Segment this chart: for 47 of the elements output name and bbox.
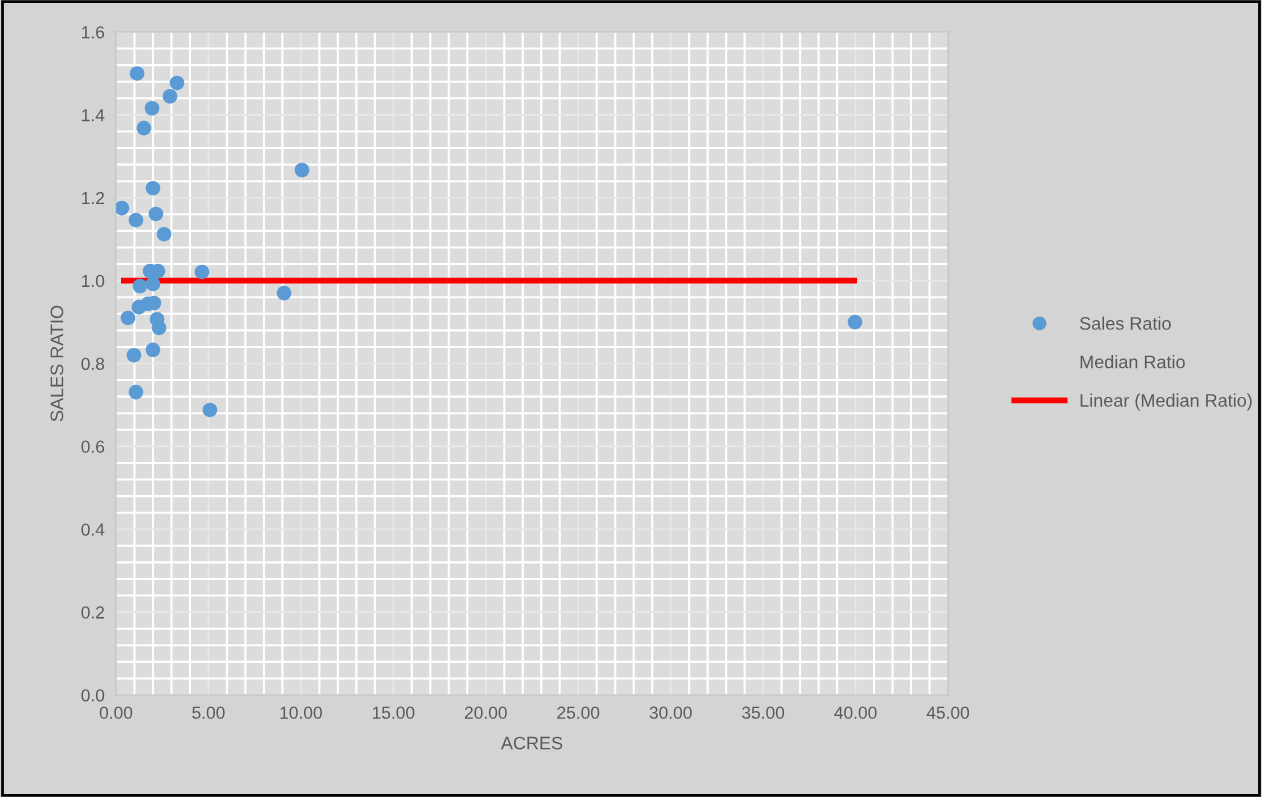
y-tick-label: 0.6 [81, 440, 105, 453]
point [128, 384, 144, 400]
x-tick-label: 20.00 [464, 706, 507, 719]
text: Median Ratio [1080, 355, 1185, 369]
x-tick-label: 5.00 [192, 706, 225, 719]
x-tick-label: 15.00 [372, 706, 415, 719]
point [116, 200, 130, 216]
point [156, 226, 172, 242]
x-tick-label: 40.00 [834, 706, 877, 719]
point [129, 66, 145, 81]
point [145, 342, 161, 358]
y-tick-label: 0.0 [81, 689, 105, 702]
point [128, 212, 144, 228]
x-axis-title: ACRES [500, 736, 563, 750]
point [276, 285, 292, 301]
point [145, 276, 161, 292]
y-tick-label: 0.8 [81, 357, 105, 370]
point [145, 180, 161, 196]
x-tick-label: 45.00 [926, 706, 970, 719]
x-tick-label: 25.00 [557, 706, 600, 719]
x-tick-label: 35.00 [742, 706, 785, 719]
y-tick-label: 1.0 [82, 274, 105, 288]
point [151, 320, 167, 336]
x-tick-label: 10.00 [280, 706, 322, 719]
point [162, 88, 178, 104]
y-axis-title: SALES RATIO [50, 305, 64, 422]
point [194, 264, 210, 280]
point [132, 278, 148, 294]
point [126, 347, 142, 363]
point [144, 100, 160, 116]
point [136, 120, 152, 136]
point [131, 299, 147, 315]
point [202, 402, 218, 418]
x-tick-label: 0.00 [99, 706, 133, 719]
y-tick-label: 1.6 [82, 26, 105, 39]
point [148, 206, 164, 222]
y-tick-label: 0.4 [81, 523, 105, 536]
x-tick-label: 30.00 [649, 706, 692, 719]
point [120, 310, 136, 326]
point [294, 162, 310, 178]
point [169, 75, 185, 91]
y-tick-label: 0.2 [81, 606, 105, 619]
y-tick-label: 1.4 [82, 109, 105, 122]
point [847, 314, 863, 330]
legend-label: Linear (Median Ratio) [1080, 393, 1252, 411]
y-tick-label: 1.2 [82, 191, 105, 205]
legend-label: Sales Ratio [1079, 316, 1171, 330]
